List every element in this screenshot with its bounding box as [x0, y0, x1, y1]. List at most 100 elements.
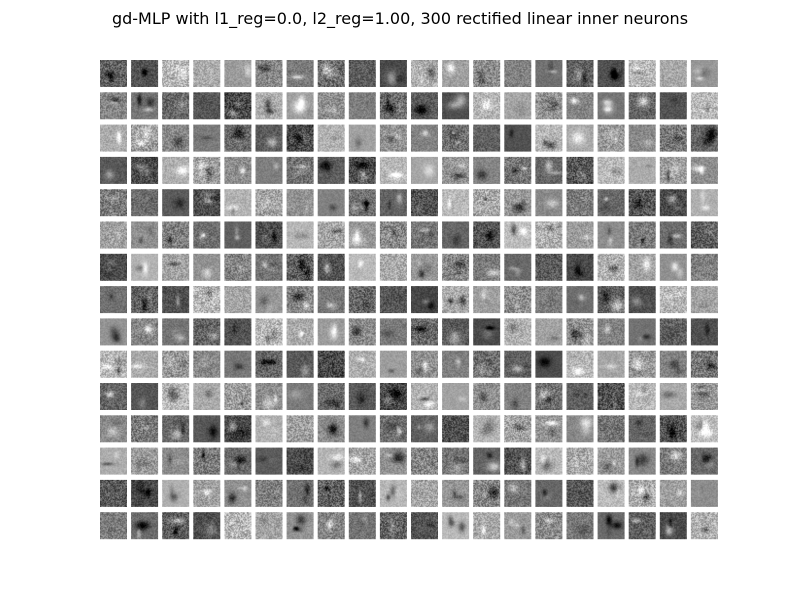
neuron-weight-tile: [504, 221, 532, 249]
neuron-weight-tile: [659, 512, 687, 540]
neuron-weight-tile: [255, 60, 283, 87]
neuron-weight-tile: [659, 156, 687, 184]
neuron-weight-tile: [224, 415, 252, 443]
neuron-weight-tile: [597, 415, 625, 443]
neuron-weight-tile: [690, 253, 718, 281]
neuron-weight-tile: [224, 156, 252, 184]
neuron-weight-tile: [286, 447, 314, 475]
neuron-weight-tile: [286, 318, 314, 346]
neuron-weight-tile: [255, 447, 283, 475]
neuron-weight-tile: [690, 383, 718, 410]
neuron-weight-tile: [628, 221, 656, 249]
neuron-weight-tile: [566, 253, 594, 281]
neuron-weight-tile: [535, 286, 563, 314]
neuron-weight-tile: [566, 318, 594, 346]
neuron-weight-tile: [628, 253, 656, 281]
neuron-weight-tile: [255, 415, 283, 443]
neuron-weight-tile: [690, 318, 718, 346]
neuron-weight-tile: [348, 156, 376, 184]
neuron-weight-tile: [131, 447, 159, 475]
neuron-weight-tile: [193, 350, 221, 378]
neuron-weight-tile: [628, 286, 656, 314]
neuron-weight-tile: [131, 92, 159, 120]
neuron-weight-tile: [442, 512, 470, 540]
neuron-weight-tile: [193, 479, 221, 507]
neuron-weight-tile: [628, 156, 656, 184]
neuron-weight-tile: [255, 124, 283, 152]
neuron-weight-tile: [224, 350, 252, 378]
neuron-weight-tile: [411, 189, 438, 217]
neuron-weight-tile: [348, 92, 376, 120]
neuron-weight-tile: [224, 189, 252, 217]
neuron-weight-tile: [193, 318, 221, 346]
neuron-weight-tile: [535, 350, 563, 378]
neuron-weight-tile: [535, 479, 563, 507]
neuron-weight-tile: [659, 60, 687, 87]
neuron-weight-tile: [535, 92, 563, 120]
neuron-weight-tile: [255, 189, 283, 217]
neuron-weight-tile: [473, 124, 501, 152]
neuron-weight-tile: [224, 383, 252, 410]
neuron-weight-tile: [566, 60, 594, 87]
neuron-weight-tile: [317, 60, 345, 87]
neuron-weight-tile: [224, 253, 252, 281]
neuron-weight-tile: [162, 318, 190, 346]
neuron-weight-tile: [224, 447, 252, 475]
neuron-weight-tile: [442, 221, 470, 249]
neuron-weight-tile: [286, 156, 314, 184]
neuron-weight-tile: [100, 221, 127, 249]
neuron-weight-tile: [379, 350, 407, 378]
neuron-weight-tile: [442, 447, 470, 475]
neuron-weight-tile: [224, 60, 252, 87]
neuron-weight-tile: [473, 447, 501, 475]
neuron-weight-tile: [224, 221, 252, 249]
neuron-weight-tile: [628, 415, 656, 443]
neuron-weight-tile: [131, 512, 159, 540]
neuron-weight-tile: [473, 415, 501, 443]
neuron-weight-tile: [411, 92, 438, 120]
neuron-weight-tile: [255, 221, 283, 249]
neuron-weight-tile: [411, 286, 438, 314]
neuron-weight-tile: [504, 124, 532, 152]
neuron-weight-tile: [442, 60, 470, 87]
neuron-weight-tile: [535, 447, 563, 475]
neuron-weight-tile: [317, 189, 345, 217]
neuron-weight-tile: [473, 221, 501, 249]
neuron-weight-tile: [566, 383, 594, 410]
neuron-weight-tile: [193, 286, 221, 314]
neuron-weight-tile: [597, 512, 625, 540]
neuron-weight-tile: [286, 124, 314, 152]
neuron-weight-tile: [255, 92, 283, 120]
neuron-weight-tile: [131, 350, 159, 378]
neuron-weight-tile: [348, 253, 376, 281]
neuron-weight-tile: [379, 221, 407, 249]
neuron-weight-tile: [473, 189, 501, 217]
neuron-weight-tile: [162, 512, 190, 540]
neuron-weight-tile: [411, 512, 438, 540]
neuron-weight-tile: [193, 124, 221, 152]
neuron-weight-tile: [286, 189, 314, 217]
neuron-weight-tile: [255, 253, 283, 281]
neuron-weight-tile: [348, 318, 376, 346]
neuron-weight-tile: [379, 286, 407, 314]
neuron-weight-tile: [504, 60, 532, 87]
neuron-weight-tile: [659, 415, 687, 443]
neuron-weight-tile: [411, 415, 438, 443]
neuron-weight-tile: [286, 60, 314, 87]
neuron-weight-tile: [659, 124, 687, 152]
neuron-weight-tile: [100, 253, 127, 281]
neuron-weight-tile: [317, 156, 345, 184]
neuron-weight-tile: [379, 447, 407, 475]
neuron-weight-tile: [286, 92, 314, 120]
neuron-weight-tile: [442, 350, 470, 378]
neuron-weight-tile: [379, 415, 407, 443]
neuron-weight-tile: [193, 415, 221, 443]
neuron-weight-tile: [566, 415, 594, 443]
neuron-weight-tile: [131, 479, 159, 507]
neuron-weight-tile: [162, 479, 190, 507]
neuron-weight-tile: [597, 383, 625, 410]
neuron-weight-tile: [504, 479, 532, 507]
neuron-weight-tile: [131, 253, 159, 281]
neuron-weight-tile: [317, 318, 345, 346]
neuron-weight-tile: [566, 189, 594, 217]
